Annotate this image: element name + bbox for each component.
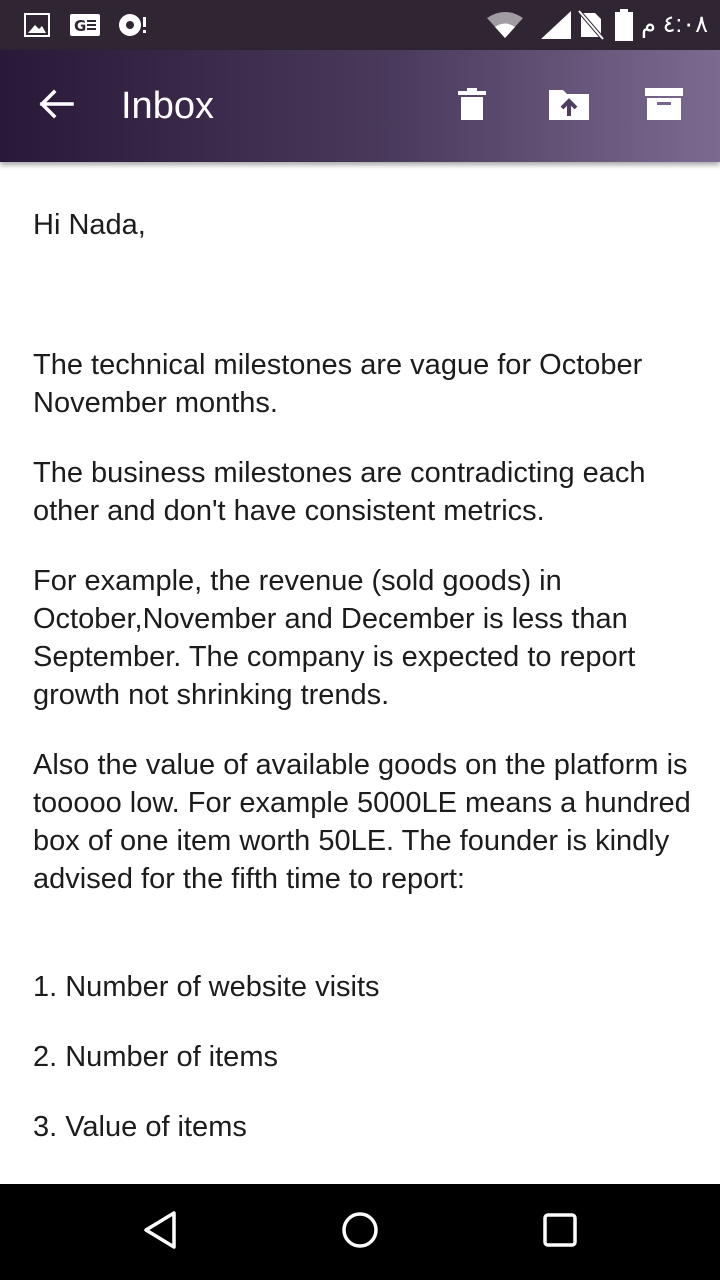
back-button[interactable] bbox=[28, 78, 84, 134]
g-box-icon: G bbox=[68, 0, 102, 50]
move-to-folder-icon bbox=[549, 88, 589, 125]
email-body: Hi Nada, The technical milestones are va… bbox=[33, 162, 693, 1184]
email-paragraph: The technical milestones are vague for O… bbox=[33, 349, 643, 419]
image-icon bbox=[22, 0, 52, 50]
status-time: ٤:٠٨ م bbox=[641, 11, 708, 38]
archive-icon bbox=[645, 87, 683, 125]
no-sim-icon bbox=[576, 0, 606, 50]
wifi-icon bbox=[484, 0, 526, 50]
status-bar: G ٤:٠ bbox=[0, 0, 720, 50]
back-triangle-icon bbox=[142, 1210, 178, 1255]
email-paragraph: For example, the revenue (sold goods) in… bbox=[33, 565, 636, 711]
battery-icon bbox=[612, 0, 636, 50]
nav-home-button[interactable] bbox=[330, 1202, 390, 1262]
recents-square-icon bbox=[542, 1212, 578, 1253]
delete-icon bbox=[458, 87, 486, 125]
home-circle-icon bbox=[340, 1210, 380, 1255]
list-item: 2. Number of items bbox=[33, 1041, 278, 1073]
signal-icon bbox=[536, 0, 576, 50]
email-paragraph: Also the value of available goods on the… bbox=[33, 749, 691, 895]
arrow-back-icon bbox=[38, 89, 74, 124]
list-item: 3. Value of items bbox=[33, 1111, 247, 1143]
archive-button[interactable] bbox=[636, 78, 692, 134]
page-title: Inbox bbox=[121, 85, 214, 127]
svg-text:G: G bbox=[74, 17, 86, 35]
email-greeting: Hi Nada, bbox=[33, 209, 146, 241]
notification-icon bbox=[116, 0, 150, 50]
nav-recents-button[interactable] bbox=[530, 1202, 590, 1262]
app-bar: Inbox bbox=[0, 50, 720, 162]
navigation-bar bbox=[0, 1184, 720, 1280]
delete-button[interactable] bbox=[444, 78, 500, 134]
move-to-folder-button[interactable] bbox=[541, 78, 597, 134]
email-paragraph: The business milestones are contradictin… bbox=[33, 457, 646, 527]
nav-back-button[interactable] bbox=[130, 1202, 190, 1262]
list-item: 1. Number of website visits bbox=[33, 971, 380, 1003]
